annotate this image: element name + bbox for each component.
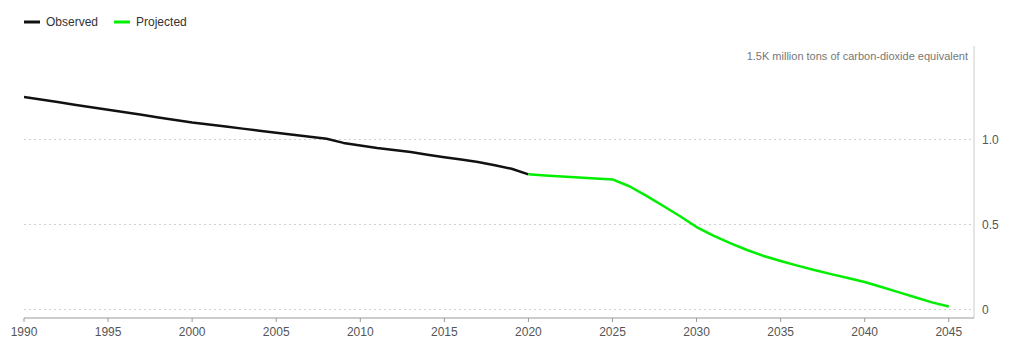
chart: 0 0.5 1.0 1990 1995 2000 2005 2010 2015 2020 2025 2… [0, 0, 1024, 348]
x-tick-label: 2045 [935, 325, 962, 339]
legend-item: Projected [114, 15, 187, 29]
y-tick-label: 1.0 [982, 133, 999, 147]
legend-item: Observed [24, 15, 98, 29]
x-tick-label: 1995 [95, 325, 122, 339]
x-tick [444, 318, 445, 322]
y-axis-line [974, 46, 975, 318]
x-tick [528, 318, 529, 322]
x-tick-label: 2035 [767, 325, 794, 339]
x-tick [864, 318, 865, 322]
x-tick [24, 318, 25, 322]
grid-line [24, 309, 974, 310]
legend-label: Projected [136, 15, 187, 29]
series-line [24, 97, 528, 174]
x-tick [612, 318, 613, 322]
legend-swatch [114, 21, 130, 24]
series-line [528, 174, 948, 306]
x-tick-label: 2030 [683, 325, 710, 339]
x-tick [948, 318, 949, 322]
x-tick-label: 2020 [515, 325, 542, 339]
x-tick [360, 318, 361, 322]
x-tick-label: 2040 [851, 325, 878, 339]
x-tick [192, 318, 193, 322]
x-tick [696, 318, 697, 322]
y-tick-label: 0 [982, 303, 989, 317]
x-tick-label: 2010 [347, 325, 374, 339]
legend: Observed Projected [24, 15, 187, 29]
grid-line [24, 224, 974, 225]
x-tick-label: 2000 [179, 325, 206, 339]
unit-label: 1.5K million tons of carbon-dioxide equi… [747, 50, 968, 62]
legend-swatch [24, 21, 40, 24]
legend-label: Observed [46, 15, 98, 29]
x-axis-line [24, 318, 974, 319]
x-tick-label: 2025 [599, 325, 626, 339]
x-tick [108, 318, 109, 322]
x-tick-label: 2015 [431, 325, 458, 339]
x-tick-label: 1990 [11, 325, 38, 339]
page: {"chart_data": {"type": "line", "annotat… [0, 0, 1024, 348]
x-tick [276, 318, 277, 322]
x-tick [780, 318, 781, 322]
grid-line [24, 139, 974, 140]
data-lines [24, 97, 949, 306]
y-tick-label: 0.5 [982, 218, 999, 232]
x-tick-label: 2005 [263, 325, 290, 339]
